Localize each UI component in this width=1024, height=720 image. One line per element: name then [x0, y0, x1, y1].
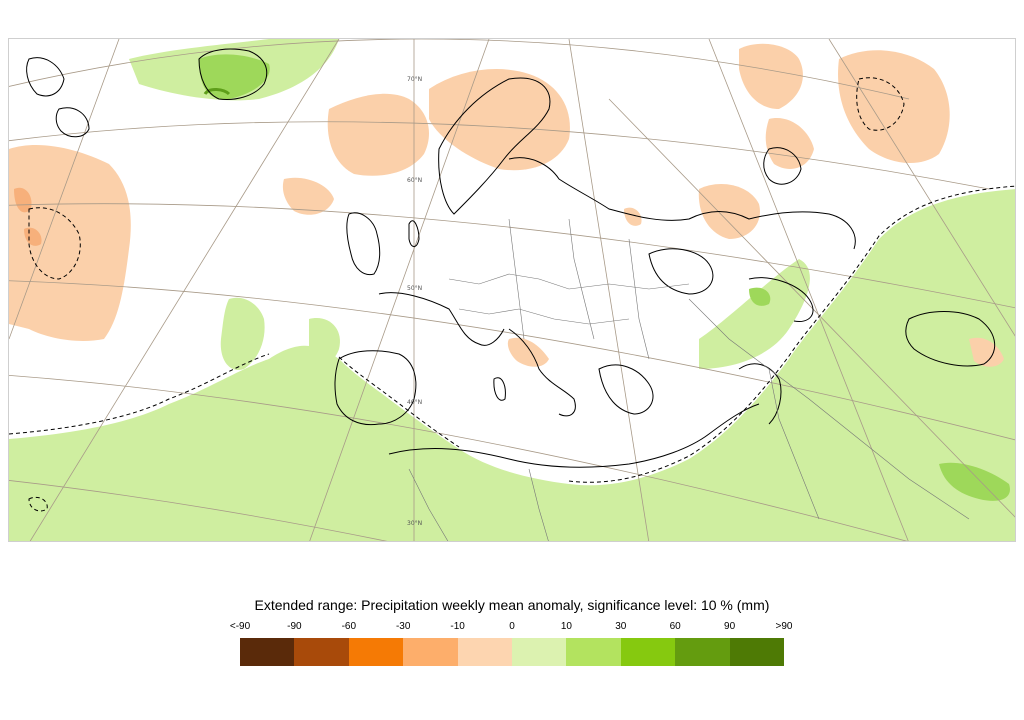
latitude-labels: 70°N 60°N 50°N 40°N 30°N — [407, 76, 422, 527]
legend-swatch — [403, 638, 458, 666]
legend-swatch — [729, 638, 785, 666]
legend-tick-label: -10 — [450, 621, 465, 632]
legend-swatch — [512, 638, 567, 666]
graticule — [9, 39, 1015, 541]
legend-tick-label: -30 — [395, 621, 411, 632]
lat-label-60: 60°N — [407, 177, 422, 184]
strong-positive-anomaly-regions — [199, 54, 1010, 501]
map-svg: 70°N 60°N 50°N 40°N 30°N — [9, 39, 1015, 541]
legend-color-bar — [240, 638, 785, 666]
lat-label-70: 70°N — [407, 76, 422, 83]
lat-label-50: 50°N — [407, 285, 422, 292]
legend-tick-label: <-90 — [229, 621, 251, 632]
legend-tick-label: 10 — [560, 621, 572, 632]
legend-tick-label: 60 — [669, 621, 681, 632]
lat-label-40: 40°N — [407, 399, 422, 406]
legend-swatch — [566, 638, 621, 666]
coastlines — [26, 48, 996, 468]
legend-tick-label: 30 — [615, 621, 627, 632]
legend-tick-label: -90 — [287, 621, 302, 632]
significance-contours — [9, 77, 1015, 512]
legend-swatch — [675, 638, 730, 666]
legend-tick-label: -60 — [341, 621, 357, 632]
legend-swatch — [348, 638, 404, 666]
borders — [408, 218, 970, 541]
anomaly-map[interactable]: 70°N 60°N 50°N 40°N 30°N — [8, 38, 1016, 542]
lat-label-30: 30°N — [407, 520, 422, 527]
legend-tick-label: >90 — [775, 621, 793, 632]
moderate-negative-anomaly-regions — [14, 187, 42, 246]
negative-anomaly-regions — [9, 43, 1004, 367]
legend-tick-labels: <-90 -90 -60 -30 -10 0 10 30 60 90 >90 — [230, 621, 793, 635]
legend-swatch — [457, 638, 513, 666]
legend-tick-label: 90 — [724, 621, 736, 632]
legend-tick-label: 0 — [509, 621, 515, 632]
legend-swatch — [240, 638, 295, 666]
legend-title: Extended range: Precipitation weekly mea… — [254, 597, 770, 613]
legend-swatch — [620, 638, 676, 666]
legend-swatch — [294, 638, 349, 666]
